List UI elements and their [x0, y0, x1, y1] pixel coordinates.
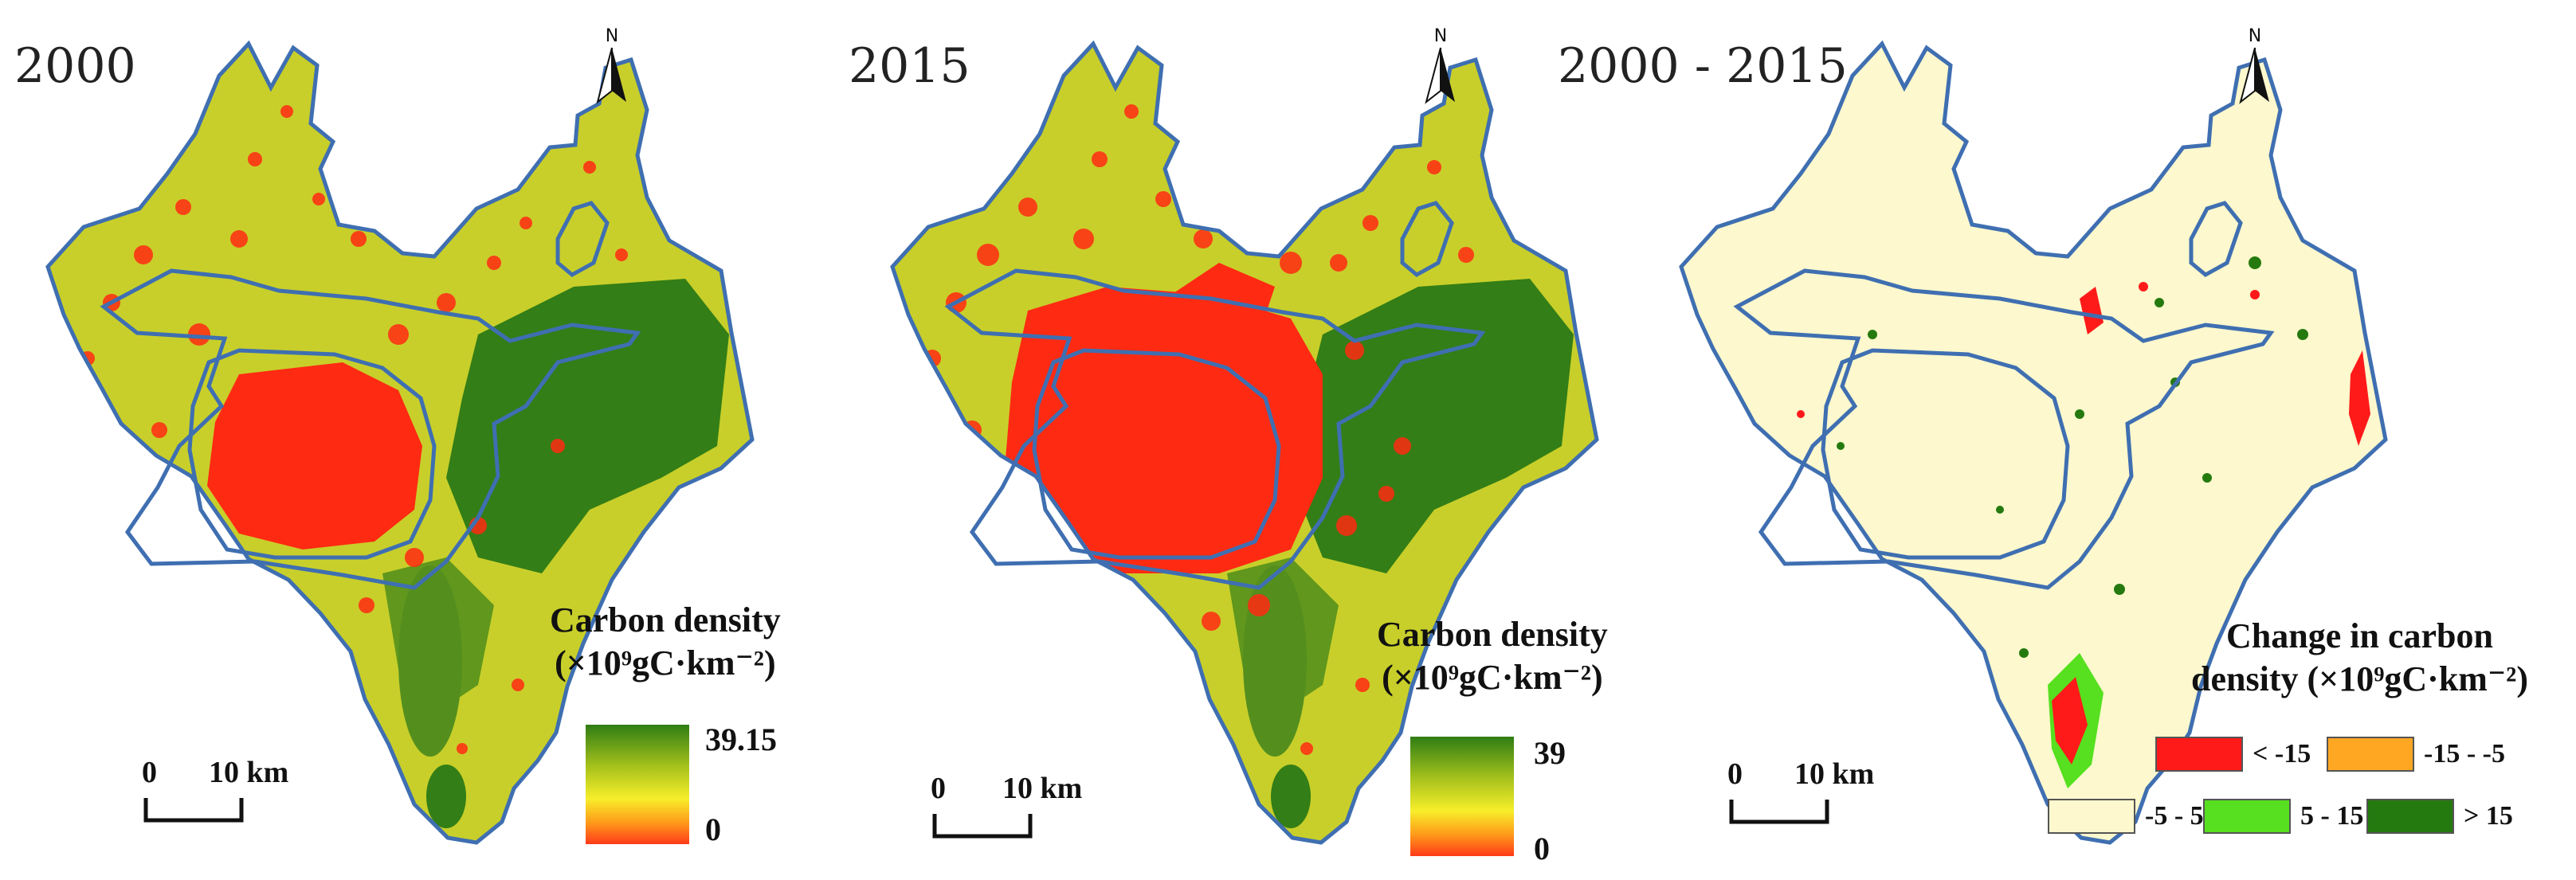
map-year-title: 2015 [849, 38, 970, 94]
legend-color-ramp [586, 725, 689, 844]
legend-swatch [2203, 799, 2291, 834]
north-arrow-icon: N [596, 26, 626, 104]
legend-swatch [2155, 737, 2243, 772]
scale-bar-zero: 0 [931, 772, 946, 805]
urban-scatter [80, 105, 628, 754]
svg-text:N: N [606, 26, 618, 46]
scale-bar [1729, 800, 1829, 824]
scale-bar-distance: 10 km [1002, 772, 1083, 805]
svg-text:N: N [1434, 26, 1447, 46]
scale-bar [143, 798, 244, 823]
svg-text:N: N [2249, 26, 2261, 46]
legend-max-label: 39.15 [705, 722, 777, 757]
legend-color-ramp [1410, 737, 1514, 856]
legend-title: Change in carbon density (×10⁹gC·km⁻²) [2191, 616, 2529, 698]
legend-title: Carbon density (×10⁹gC·km⁻²) [1377, 615, 1608, 697]
decrease-patches [1797, 282, 2370, 788]
legend-category-neg15-neg5: -15 - -5 [2327, 737, 2505, 772]
scale-bar-distance: 10 km [1794, 757, 1875, 791]
legend-category-5-15: 5 - 15 [2203, 799, 2363, 834]
legend-category-lt-neg15: < -15 [2155, 737, 2311, 772]
scale-bar-zero: 0 [1727, 757, 1743, 791]
map-panel-2015: 2015 N Carbon density (×10⁹gC·km⁻²) 39 0… [845, 0, 1697, 880]
legend-min-label: 0 [1534, 831, 1550, 866]
forest-patches [382, 279, 729, 828]
north-arrow-icon: N [2239, 26, 2269, 104]
map-year-title: 2000 - 2015 [1558, 38, 1848, 94]
urban-core [207, 362, 422, 550]
carbon-density-map-2000 [0, 0, 853, 880]
carbon-change-map [1633, 0, 2486, 880]
map-panel-2000: 2000 N Carbon density (×10⁹gC·km⁻²) 39.1… [0, 0, 853, 880]
legend-swatch [2366, 799, 2454, 834]
legend-category-gt15: > 15 [2366, 799, 2513, 834]
legend-max-label: 39 [1534, 735, 1566, 771]
map-panel-change: 2000 - 2015 N Change in carbon density (… [1558, 0, 2528, 880]
legend-min-label: 0 [705, 812, 721, 847]
scale-bar [932, 814, 1033, 839]
carbon-density-map-2015 [845, 0, 1697, 880]
scale-bar-distance: 10 km [209, 756, 289, 789]
north-arrow-icon: N [1425, 26, 1455, 104]
legend-category-neg5-5: -5 - 5 [2048, 799, 2204, 834]
legend-swatch [2048, 799, 2135, 834]
scale-bar-zero: 0 [142, 756, 157, 789]
map-year-title: 2000 [14, 38, 136, 94]
legend-swatch [2327, 737, 2414, 772]
legend-title: Carbon density (×10⁹gC·km⁻²) [550, 600, 781, 682]
